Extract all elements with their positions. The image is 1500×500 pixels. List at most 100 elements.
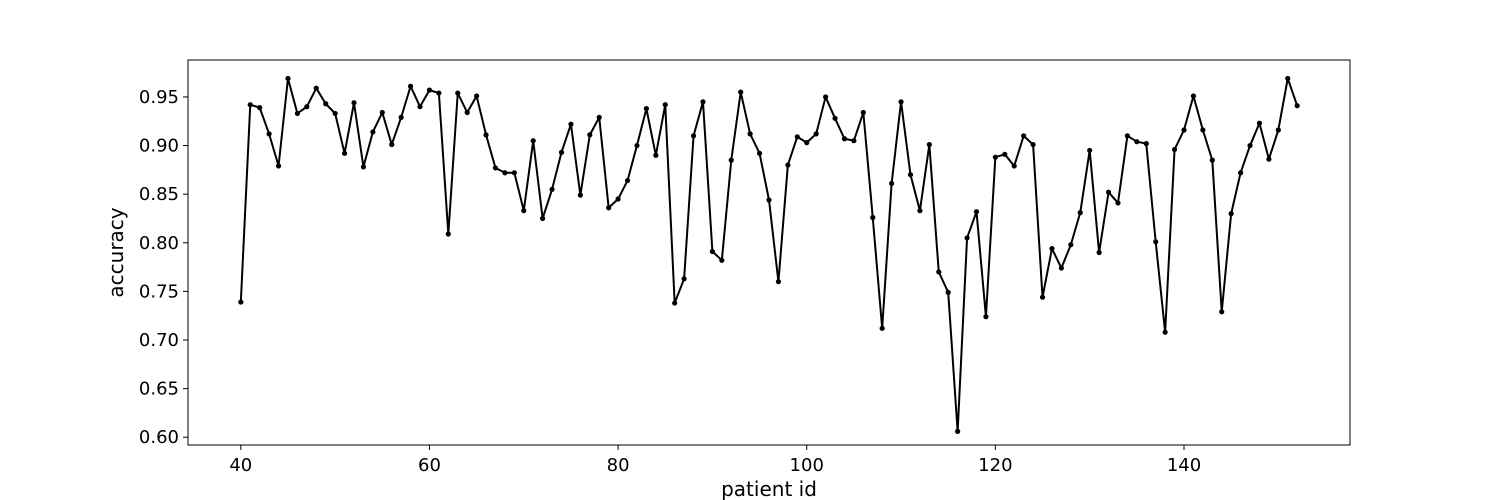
data-point	[1002, 151, 1008, 157]
data-point	[1124, 133, 1131, 139]
data-point	[247, 102, 253, 108]
x-axis-label: patient id	[721, 477, 817, 500]
data-point	[851, 138, 857, 144]
data-point	[332, 110, 338, 117]
data-point	[360, 164, 367, 170]
data-point	[917, 208, 923, 214]
data-point	[634, 142, 640, 149]
data-point	[238, 299, 244, 305]
data-point	[653, 152, 659, 158]
data-point	[672, 300, 678, 306]
data-point	[351, 100, 357, 106]
y-tick-label: 0.65	[139, 379, 179, 400]
data-point	[889, 180, 895, 187]
data-point	[907, 172, 914, 178]
plot-frame	[187, 59, 1351, 446]
data-point	[275, 163, 282, 169]
data-point	[709, 248, 716, 255]
data-point	[483, 132, 489, 138]
data-point	[860, 109, 866, 116]
series-group	[238, 75, 1300, 434]
y-tick-label: 0.75	[139, 281, 179, 302]
data-point	[558, 149, 565, 155]
data-point	[549, 186, 555, 192]
data-point	[1039, 294, 1046, 300]
x-tick-label: 40	[229, 455, 252, 476]
data-point	[521, 208, 527, 214]
y-tick-label: 0.80	[139, 233, 179, 254]
data-point	[1190, 93, 1197, 99]
data-point	[615, 196, 621, 202]
data-point	[511, 170, 517, 176]
data-point	[983, 314, 989, 320]
x-tick-label: 80	[607, 455, 630, 476]
data-point	[1049, 246, 1055, 252]
data-point	[775, 279, 782, 285]
data-point	[341, 150, 348, 156]
data-point	[1105, 189, 1112, 195]
tick-group: 40 60 80 100 120 140 0.60 0.65 0.70 0.75 0.80 0.85 0…	[139, 87, 1201, 476]
data-point	[313, 85, 319, 91]
data-point	[1171, 146, 1178, 153]
data-point	[257, 105, 263, 111]
data-point	[756, 150, 763, 156]
data-point	[804, 140, 810, 146]
data-point	[766, 197, 772, 203]
data-point	[719, 257, 725, 263]
data-point	[1143, 141, 1149, 147]
data-point	[1181, 127, 1187, 133]
data-point	[596, 114, 602, 120]
data-point	[502, 170, 508, 176]
data-point	[445, 231, 451, 237]
data-point	[294, 110, 301, 117]
data-point	[492, 165, 499, 171]
data-point	[474, 93, 480, 99]
data-point	[1153, 239, 1159, 245]
data-point	[1011, 163, 1017, 169]
y-tick-label: 0.90	[139, 136, 179, 157]
data-point	[1237, 170, 1244, 176]
data-point	[1256, 120, 1263, 126]
data-point	[936, 269, 942, 275]
data-point	[700, 99, 706, 105]
data-point	[662, 102, 668, 108]
data-point	[1087, 147, 1093, 154]
data-point	[1275, 127, 1281, 133]
data-point	[926, 141, 932, 148]
data-point	[1247, 142, 1253, 149]
data-point	[426, 87, 433, 93]
data-point	[1162, 329, 1168, 335]
data-point	[1285, 75, 1291, 82]
data-point	[728, 157, 734, 163]
data-point	[747, 131, 753, 137]
data-point	[785, 162, 791, 168]
data-point	[606, 205, 612, 211]
data-point	[389, 141, 395, 148]
y-tick-label: 0.85	[139, 184, 179, 205]
y-axis-label: accuracy	[104, 207, 128, 297]
data-point	[568, 121, 574, 127]
data-point	[1077, 210, 1083, 216]
data-point	[955, 428, 961, 434]
data-point	[577, 192, 583, 198]
data-point	[455, 90, 461, 96]
x-tick-label: 120	[978, 455, 1012, 476]
accuracy-series-line	[239, 77, 1299, 433]
y-tick-label: 0.70	[139, 330, 179, 351]
data-point	[1219, 309, 1225, 315]
data-point	[624, 177, 631, 184]
data-point	[464, 109, 470, 116]
data-point	[973, 209, 980, 215]
data-point	[1209, 157, 1215, 163]
data-point	[1115, 200, 1121, 206]
y-tick-label: 0.95	[139, 87, 179, 108]
x-tick-label: 140	[1167, 455, 1201, 476]
data-point	[1096, 249, 1102, 256]
data-point	[879, 325, 885, 331]
data-point	[794, 134, 800, 140]
data-point	[323, 101, 329, 107]
data-point	[1021, 133, 1027, 139]
data-point	[398, 114, 404, 120]
data-point	[540, 215, 546, 222]
data-point	[285, 75, 291, 82]
